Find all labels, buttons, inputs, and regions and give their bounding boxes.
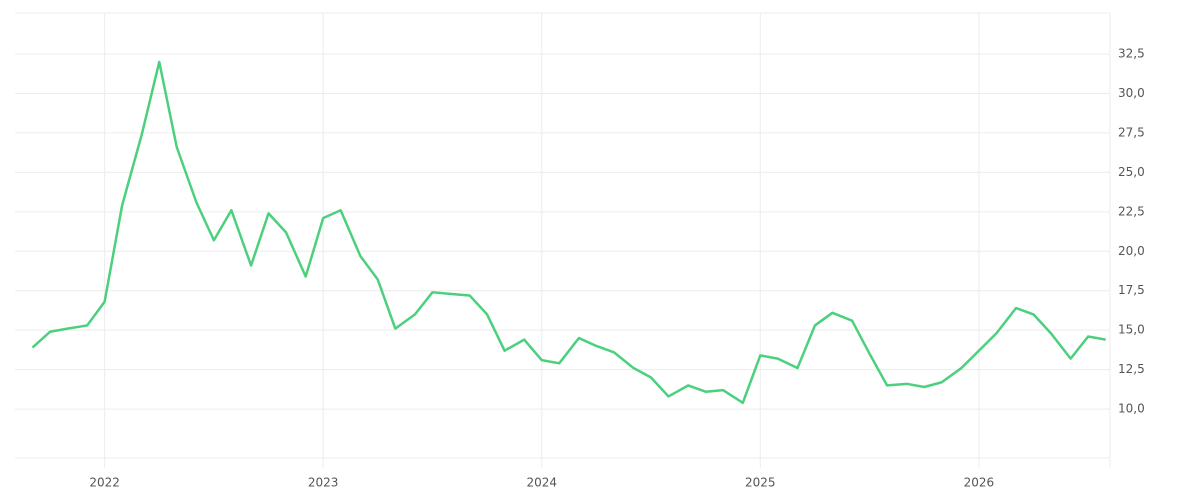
x-tick-label: 2025	[745, 476, 776, 490]
y-tick-label: 32,5	[1118, 47, 1145, 61]
y-tick-label: 20,0	[1118, 244, 1145, 258]
y-tick-label: 15,0	[1118, 323, 1145, 337]
x-tick-label: 2024	[526, 476, 557, 490]
y-tick-label: 27,5	[1118, 125, 1145, 139]
y-tick-label: 17,5	[1118, 283, 1145, 297]
y-tick-label: 12,5	[1118, 362, 1145, 376]
x-tick-label: 2026	[964, 476, 995, 490]
x-tick-label: 2022	[89, 476, 120, 490]
y-tick-label: 25,0	[1118, 165, 1145, 179]
data-line	[31, 60, 1106, 405]
x-tick-label: 2023	[308, 476, 339, 490]
y-tick-label: 10,0	[1118, 402, 1145, 416]
y-tick-label: 30,0	[1118, 86, 1145, 100]
y-tick-label: 22,5	[1118, 204, 1145, 218]
